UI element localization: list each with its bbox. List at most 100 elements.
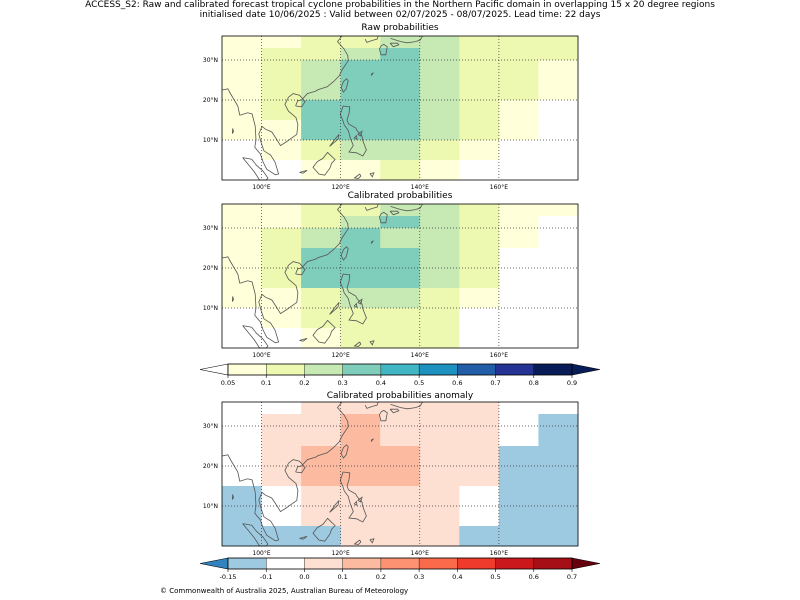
probability-cell bbox=[222, 486, 262, 507]
probability-cell bbox=[538, 204, 579, 217]
probability-cell bbox=[459, 414, 500, 427]
probability-cell bbox=[380, 328, 421, 349]
coastline bbox=[353, 500, 358, 506]
probability-cell bbox=[340, 288, 381, 309]
probability-cell bbox=[261, 268, 302, 289]
probability-cell bbox=[301, 506, 341, 527]
coastline bbox=[339, 471, 367, 523]
probability-cell bbox=[538, 308, 579, 329]
probability-cell bbox=[301, 526, 341, 547]
tick-label-lat: 10°N bbox=[203, 305, 218, 312]
probability-cell bbox=[222, 328, 262, 349]
probability-cell bbox=[340, 228, 381, 249]
coastline bbox=[353, 539, 362, 545]
probability-cell bbox=[301, 486, 341, 507]
probability-cell bbox=[222, 466, 262, 487]
probability-cell bbox=[380, 60, 421, 81]
tick-label-lat: 30°N bbox=[203, 225, 218, 232]
probability-cell bbox=[538, 402, 579, 415]
probability-cell bbox=[459, 308, 500, 329]
probability-cell bbox=[222, 216, 262, 229]
probability-cell bbox=[301, 228, 341, 249]
probability-cell bbox=[419, 216, 460, 229]
probability-cell bbox=[419, 466, 460, 487]
probability-cell bbox=[459, 140, 500, 161]
probability-cell bbox=[301, 36, 341, 49]
probability-cell bbox=[459, 426, 500, 447]
probability-cell bbox=[222, 288, 262, 309]
probability-cell bbox=[459, 466, 500, 487]
colorbar-swatch bbox=[266, 363, 305, 376]
probability-cell bbox=[498, 414, 539, 427]
probability-cell bbox=[340, 160, 381, 181]
probability-cell bbox=[301, 268, 341, 289]
probability-cell bbox=[340, 204, 381, 217]
probability-cell bbox=[380, 36, 421, 49]
probability-cell bbox=[222, 526, 262, 547]
probability-cell bbox=[301, 204, 341, 217]
probability-cell bbox=[538, 414, 579, 427]
probability-cell bbox=[498, 248, 539, 269]
probability-cell bbox=[301, 60, 341, 81]
probability-cell bbox=[340, 248, 381, 269]
probability-cell bbox=[380, 526, 421, 547]
colorbar-swatch bbox=[457, 363, 497, 376]
probability-cell bbox=[340, 446, 381, 467]
coastline bbox=[364, 35, 379, 43]
colorbar-swatch bbox=[304, 557, 344, 570]
probability-cell bbox=[222, 204, 262, 217]
panel-title-raw: Raw probabilities bbox=[361, 23, 439, 33]
coastline bbox=[299, 536, 308, 540]
probability-cell bbox=[459, 402, 500, 415]
probability-cell bbox=[498, 426, 539, 447]
probability-cell bbox=[498, 506, 539, 527]
coastline bbox=[378, 43, 388, 56]
probability-cell bbox=[222, 48, 262, 61]
probability-cell bbox=[419, 160, 460, 181]
probability-cell bbox=[538, 526, 579, 547]
probability-cell bbox=[459, 268, 500, 289]
colorbar-swatch bbox=[418, 557, 458, 570]
coastline bbox=[242, 523, 269, 547]
probability-cell bbox=[261, 288, 302, 309]
probability-cell bbox=[538, 248, 579, 269]
probability-cell bbox=[340, 526, 381, 547]
probability-cell bbox=[301, 140, 341, 161]
probability-cell bbox=[222, 120, 262, 141]
tick-label-lat: 20°N bbox=[203, 97, 218, 104]
map-panel-anomaly: 100°E 120°E 140°E 160°E 10°N 20°N 30°N bbox=[203, 401, 579, 557]
coastline bbox=[369, 340, 375, 346]
probability-cell bbox=[538, 160, 579, 181]
map-frame bbox=[221, 203, 579, 349]
probability-cell bbox=[498, 48, 539, 61]
coastline bbox=[329, 302, 340, 315]
probability-cell bbox=[498, 466, 539, 487]
colorbar-over-arrow bbox=[571, 557, 601, 570]
probability-cell bbox=[340, 506, 381, 527]
probability-cell bbox=[459, 506, 500, 527]
probability-cell bbox=[538, 100, 579, 121]
coastline bbox=[312, 151, 336, 176]
probability-cell bbox=[538, 48, 579, 61]
colorbar-tick-label: 0.1 bbox=[337, 573, 347, 581]
colorbar-tick-label: 0.7 bbox=[567, 573, 577, 581]
coastline bbox=[340, 78, 349, 93]
probability-cell bbox=[459, 36, 500, 49]
probability-cell bbox=[538, 328, 579, 349]
probability-cell bbox=[538, 506, 579, 527]
colorbar-swatch bbox=[457, 557, 497, 570]
coastline bbox=[339, 105, 367, 157]
coastline bbox=[231, 128, 234, 134]
probability-cell bbox=[380, 140, 421, 161]
coastline bbox=[329, 134, 340, 147]
tick-label-lon: 100°E bbox=[252, 352, 270, 359]
probability-cell bbox=[538, 80, 579, 101]
probability-cell bbox=[340, 140, 381, 161]
coastline bbox=[221, 203, 349, 344]
probability-cell bbox=[222, 426, 262, 447]
probability-cell bbox=[261, 308, 302, 329]
probability-cell bbox=[538, 60, 579, 81]
probability-cell bbox=[301, 446, 341, 467]
coastline bbox=[369, 172, 375, 178]
